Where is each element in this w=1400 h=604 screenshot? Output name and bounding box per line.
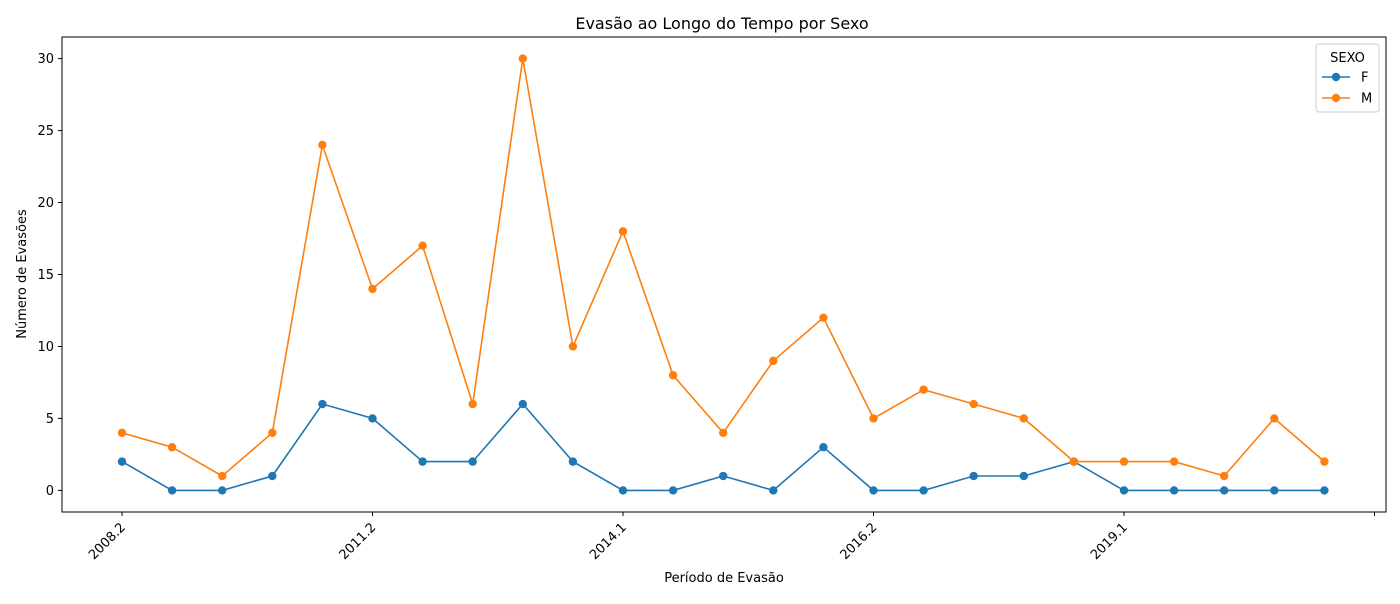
- data-point-M: [1220, 471, 1229, 481]
- legend-label-F: F: [1361, 71, 1368, 86]
- data-point-M: [368, 284, 377, 294]
- data-point-F: [418, 457, 427, 466]
- data-point-M: [819, 313, 828, 322]
- data-point-M: [969, 399, 978, 409]
- data-point-F: [668, 486, 678, 495]
- legend-title: SEXO: [1330, 51, 1365, 66]
- legend-marker-F: [1331, 72, 1341, 82]
- series-layer: [117, 54, 1329, 495]
- y-tick-label: 0: [46, 484, 54, 499]
- series-M: [117, 54, 1329, 481]
- data-point-M: [719, 428, 728, 438]
- data-point-M: [1270, 414, 1279, 423]
- data-point-F: [819, 443, 828, 452]
- x-axis-label: Período de Evasão: [664, 571, 784, 586]
- data-point-F: [1270, 486, 1279, 495]
- data-point-M: [919, 385, 928, 394]
- data-point-F: [1320, 486, 1329, 495]
- data-point-M: [668, 371, 678, 380]
- data-point-F: [268, 471, 277, 481]
- axes: 0 5 10 15 20 25 30 2008.2 2011.2 2014.1 2016.2 2019…: [37, 36, 1387, 563]
- data-point-M: [769, 356, 778, 366]
- data-point-F: [568, 457, 578, 466]
- y-tick-label: 30: [37, 52, 54, 67]
- y-tick-label: 15: [37, 268, 54, 283]
- data-point-M: [869, 414, 878, 423]
- data-point-M: [318, 140, 327, 150]
- data-point-F: [1169, 486, 1179, 495]
- y-tick-label: 10: [37, 340, 54, 355]
- data-point-M: [117, 428, 127, 438]
- legend: SEXO FM: [1315, 43, 1380, 113]
- legend-box: [1315, 43, 1380, 113]
- legend-marker-M: [1331, 93, 1341, 103]
- chart-title: Evasão ao Longo do Tempo por Sexo: [575, 14, 868, 33]
- data-point-F: [869, 486, 878, 495]
- data-point-F: [969, 471, 978, 481]
- data-point-M: [418, 241, 427, 250]
- data-point-M: [1119, 457, 1129, 466]
- data-point-M: [518, 54, 527, 63]
- x-tick-label: 2008.2: [86, 520, 129, 563]
- series-line-M: [121, 58, 1325, 477]
- data-point-M: [1320, 457, 1329, 466]
- data-point-F: [368, 414, 377, 423]
- data-point-M: [618, 227, 628, 236]
- y-tick-label: 5: [46, 412, 54, 427]
- data-point-F: [618, 486, 628, 495]
- y-axis-label: Número de Evasões: [15, 209, 30, 339]
- data-point-F: [318, 399, 327, 409]
- data-point-M: [1169, 457, 1179, 466]
- data-point-F: [719, 471, 728, 481]
- data-point-F: [518, 399, 527, 409]
- data-point-M: [218, 471, 227, 481]
- data-point-F: [167, 486, 177, 495]
- data-point-F: [1220, 486, 1229, 495]
- data-point-M: [568, 342, 578, 351]
- x-tick-label: 2016.2: [838, 520, 881, 563]
- data-point-F: [769, 486, 778, 495]
- x-tick-label: 2011.2: [337, 520, 380, 563]
- plot-frame: [61, 36, 1387, 513]
- x-tick-label: 2014.1: [587, 520, 630, 563]
- legend-label-M: M: [1361, 92, 1372, 107]
- data-point-M: [268, 428, 277, 438]
- data-point-F: [468, 457, 477, 466]
- data-point-F: [1119, 486, 1129, 495]
- x-tick-label: 2019.1: [1088, 520, 1131, 563]
- data-point-M: [167, 443, 177, 452]
- y-tick-label: 20: [37, 196, 54, 211]
- data-point-F: [117, 457, 127, 466]
- data-point-M: [1019, 414, 1028, 423]
- data-point-F: [919, 486, 928, 495]
- data-point-M: [468, 399, 477, 409]
- y-tick-label: 25: [37, 124, 54, 139]
- data-point-F: [1019, 471, 1028, 481]
- series-F: [117, 399, 1329, 495]
- data-point-F: [218, 486, 227, 495]
- data-point-M: [1069, 457, 1079, 466]
